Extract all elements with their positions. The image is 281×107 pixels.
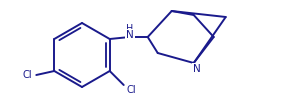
Text: Cl: Cl xyxy=(127,85,137,95)
Text: Cl: Cl xyxy=(22,70,32,80)
Text: N: N xyxy=(126,30,133,40)
Text: H: H xyxy=(126,24,133,33)
Text: N: N xyxy=(193,64,201,74)
